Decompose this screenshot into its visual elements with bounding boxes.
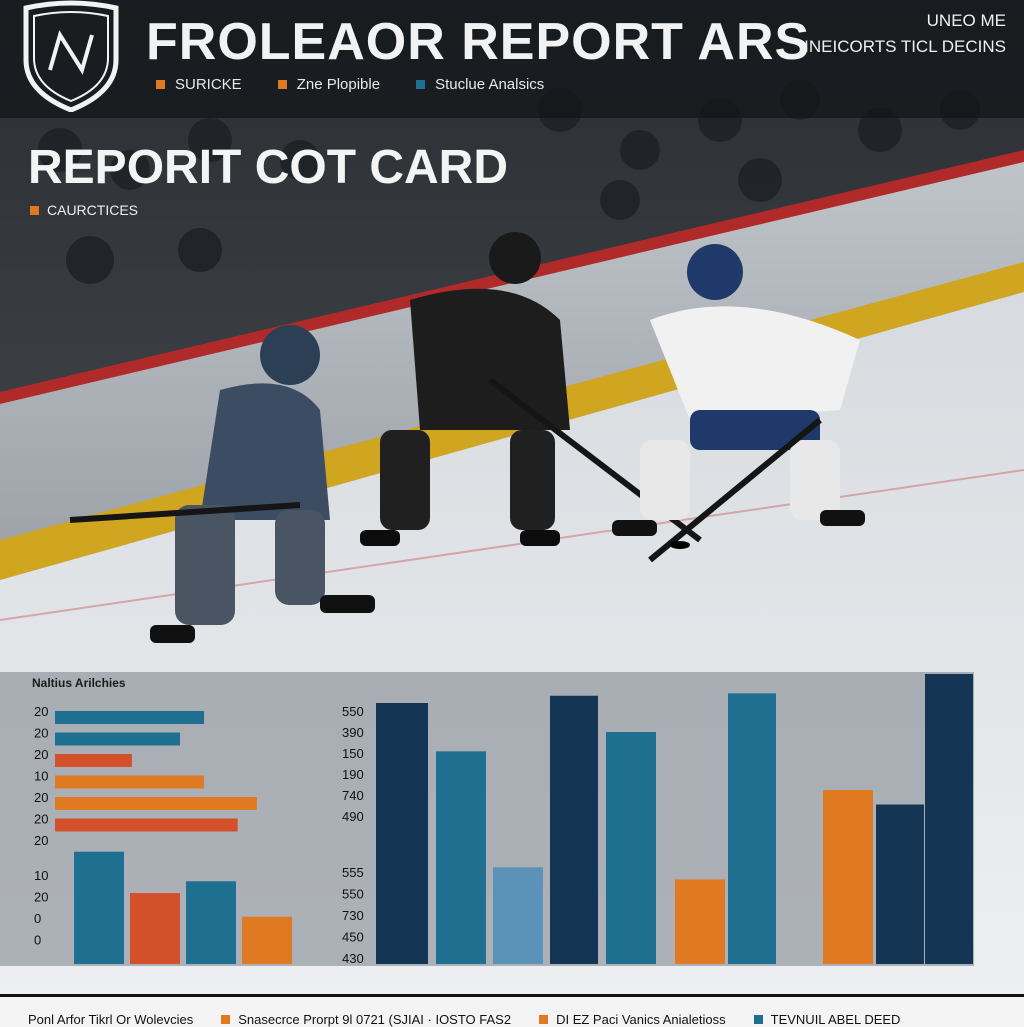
bar xyxy=(55,775,205,789)
y-tick-label: 20 xyxy=(34,747,48,762)
footer-item: Ponl Arfor Tikrl Or Wolevcies xyxy=(28,1012,193,1027)
bar xyxy=(606,732,656,964)
header-tag: Stuclue Analsics xyxy=(416,76,544,93)
header-tag-label: Zne Plopible xyxy=(296,76,381,93)
y-tick-label: 20 xyxy=(34,790,48,805)
bar xyxy=(876,804,924,964)
bar xyxy=(55,797,257,810)
y-tick-label: 555 xyxy=(342,865,364,880)
footer-item: Snasecrce Prorpt 9l 0721 (SJIAI · IOSTO … xyxy=(221,1012,511,1027)
footer-item-label: TEVNUIL ABEL DEED xyxy=(770,1012,901,1027)
y-tick-label: 730 xyxy=(342,908,364,923)
top-right-line: UNEO ME xyxy=(926,11,1006,30)
y-tick-label: 450 xyxy=(342,930,364,945)
header-tag-label: SURICKE xyxy=(175,76,242,93)
bar xyxy=(436,751,486,964)
player-right xyxy=(612,244,865,563)
legend-swatch xyxy=(30,205,39,215)
page-title: FROLEAOR REPORT ARS xyxy=(146,13,811,71)
y-tick-label: 550 xyxy=(342,704,364,719)
bar xyxy=(675,879,725,964)
bar xyxy=(55,754,132,767)
y-tick-label: 10 xyxy=(34,769,48,784)
report-card-title: REPORIT COT CARD xyxy=(28,141,508,194)
y-tick-label: 190 xyxy=(342,767,364,782)
bar xyxy=(130,893,180,964)
bar xyxy=(242,916,292,964)
bar xyxy=(55,732,180,746)
player-middle xyxy=(360,232,702,546)
ice-line xyxy=(0,469,1024,621)
bar xyxy=(55,711,205,724)
y-tick-label: 740 xyxy=(342,788,364,803)
report-card-tag: CAURCTICES xyxy=(30,202,138,218)
y-tick-label: 0 xyxy=(34,933,41,948)
legend-swatch xyxy=(156,80,165,89)
y-tick-label: 20 xyxy=(34,890,48,905)
footer-item-label: Snasecrce Prorpt 9l 0721 (SJIAI · IOSTO … xyxy=(238,1012,512,1027)
y-tick-label: 390 xyxy=(342,725,364,740)
legend-swatch xyxy=(416,80,426,89)
footer-item: DI EZ Paci Vanics Anialetioss xyxy=(539,1012,726,1027)
legend-swatch xyxy=(753,1015,763,1024)
bar xyxy=(493,867,543,964)
y-tick-label: 550 xyxy=(342,887,364,902)
y-tick-label: 20 xyxy=(34,833,48,848)
y-tick-label: 150 xyxy=(342,746,364,761)
header-tag-label: Stuclue Analsics xyxy=(435,76,545,93)
header-band xyxy=(0,0,1024,118)
chart-title: Naltius Arilchies xyxy=(32,676,126,690)
report-header: FROLEAOR REPORT ARS SURICKE Zne Plopible… xyxy=(0,0,1024,120)
footer-item: TEVNUIL ABEL DEED xyxy=(753,1012,901,1027)
y-tick-label: 430 xyxy=(342,951,364,966)
report-card-tag-label: CAURCTICES xyxy=(47,202,139,218)
bar xyxy=(728,693,776,964)
bar xyxy=(925,674,973,964)
y-tick-label: 20 xyxy=(34,726,48,741)
bar xyxy=(823,790,873,964)
footer-items: Ponl Arfor Tikrl Or Wolevcies Snasecrce … xyxy=(28,1012,900,1027)
bar xyxy=(186,881,236,964)
legend-swatch xyxy=(539,1015,549,1024)
top-right-info: UNEO ME INEICORTS TICL DECINS xyxy=(804,8,1006,60)
top-right-line: INEICORTS TICL DECINS xyxy=(804,37,1006,56)
bar xyxy=(55,818,238,832)
header-tag: Zne Plopible xyxy=(277,76,381,93)
bar xyxy=(550,695,598,964)
y-tick-label: 20 xyxy=(34,704,48,719)
y-tick-label: 0 xyxy=(34,911,41,926)
y-tick-label: 20 xyxy=(34,812,48,827)
header-tags: SURICKE Zne Plopible Stuclue Analsics xyxy=(156,76,544,93)
footer-bar xyxy=(0,994,1024,1027)
y-tick-label: 490 xyxy=(342,809,364,824)
player-left xyxy=(69,325,375,643)
footer-item-label: Ponl Arfor Tikrl Or Wolevcies xyxy=(28,1012,194,1027)
footer-item-label: DI EZ Paci Vanics Anialetioss xyxy=(556,1012,726,1027)
bar xyxy=(74,851,124,964)
bar xyxy=(376,703,428,964)
legend-swatch xyxy=(221,1015,231,1024)
header-tag: SURICKE xyxy=(156,76,242,93)
shield-logo-icon xyxy=(23,0,119,112)
legend-swatch xyxy=(277,80,287,89)
y-tick-label: 10 xyxy=(34,868,48,883)
